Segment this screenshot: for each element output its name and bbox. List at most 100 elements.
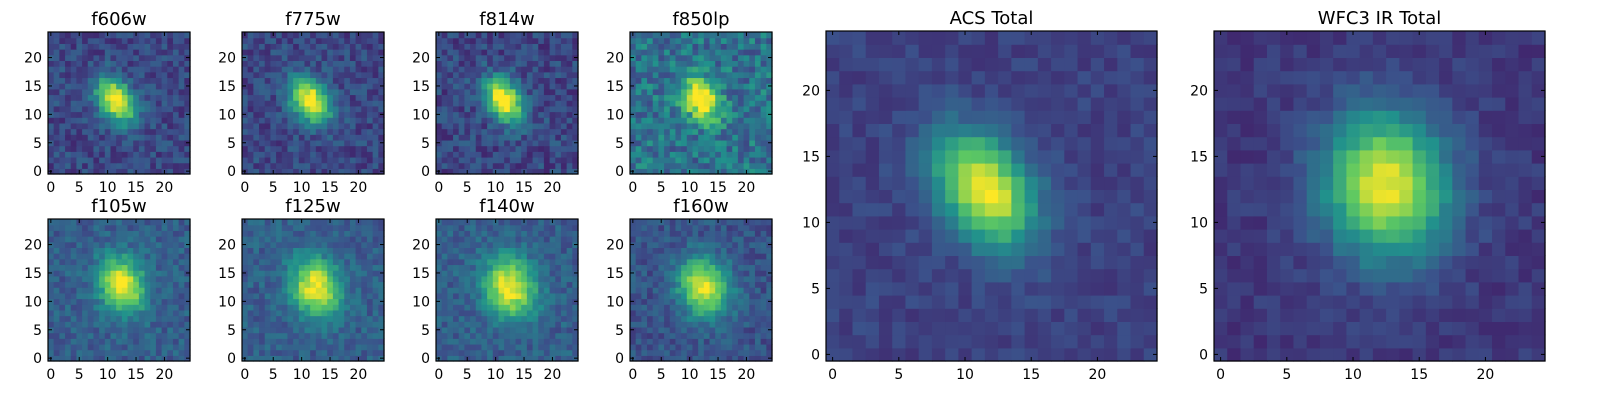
heatmap-cell [549, 349, 556, 356]
heatmap-cell [378, 71, 385, 79]
heatmap-cell [155, 37, 163, 44]
heatmap-cell [715, 134, 722, 141]
heatmap-cell [378, 49, 385, 56]
heatmap-cell [93, 168, 100, 175]
heatmap-cell [338, 145, 345, 152]
heatmap-cell [498, 77, 505, 84]
heatmap-cell [447, 332, 454, 339]
heatmap-cell [87, 117, 95, 124]
heatmap-cell [82, 298, 89, 305]
heatmap-cell [349, 162, 357, 169]
heatmap-cell [749, 134, 756, 141]
heatmap-cell [754, 343, 762, 351]
heatmap-cell [144, 253, 151, 260]
heatmap-cell [378, 309, 385, 317]
heatmap-cell [675, 94, 682, 101]
heatmap-cell [293, 343, 300, 351]
heatmap-cell [464, 315, 471, 322]
heatmap-cell [253, 219, 260, 226]
heatmap-cell [344, 230, 351, 237]
heatmap-cell [515, 105, 522, 113]
heatmap-cell [549, 105, 556, 113]
heatmap-cell [332, 162, 340, 169]
axes-frame [241, 218, 385, 362]
heatmap-cell [441, 77, 448, 84]
heatmap-cell [647, 77, 654, 84]
heatmap-cell [498, 292, 505, 300]
heatmap-cell [754, 151, 762, 158]
heatmap-cell [630, 349, 637, 356]
heatmap-cell [82, 156, 89, 164]
heatmap-cell [172, 326, 180, 334]
heatmap-cell [515, 151, 522, 158]
heatmap-cell [116, 77, 123, 84]
heatmap-cell [372, 298, 379, 305]
heatmap-cell [184, 349, 191, 356]
heatmap-cell [566, 219, 573, 226]
heatmap-cell [498, 94, 505, 101]
heatmap-cell [681, 349, 688, 356]
heatmap-cell [509, 54, 517, 61]
heatmap-cell [99, 224, 106, 231]
heatmap-cell [366, 343, 374, 351]
heatmap-cell [53, 66, 60, 73]
heatmap-cell [270, 54, 277, 61]
heatmap-cell [515, 60, 522, 67]
heatmap-cell [127, 241, 134, 248]
heatmap-cell [732, 88, 739, 96]
heatmap-cell [464, 236, 471, 243]
heatmap-cell [515, 145, 522, 152]
heatmap-cell [549, 60, 556, 67]
heatmap-cell [652, 355, 659, 362]
heatmap-cell [310, 162, 317, 169]
heatmap-cell [48, 292, 55, 300]
heatmap-cell [332, 287, 340, 294]
heatmap-cell [59, 275, 66, 283]
heatmap-cell [76, 162, 83, 169]
heatmap-cell [150, 111, 157, 118]
heatmap-cell [178, 134, 185, 141]
heatmap-cell [664, 83, 671, 90]
heatmap-cell [436, 247, 443, 254]
heatmap-cell [521, 83, 528, 90]
heatmap-cell [652, 100, 659, 107]
heatmap-cell [658, 77, 665, 84]
heatmap-cell [720, 326, 728, 334]
heatmap-cell [372, 122, 379, 130]
heatmap-cell [498, 355, 505, 362]
heatmap-cell [487, 105, 494, 113]
heatmap-cell [641, 151, 648, 158]
heatmap-cell [664, 275, 671, 283]
heatmap-cell [242, 315, 249, 322]
heatmap-cell [566, 122, 573, 130]
heatmap-cell [487, 332, 494, 339]
heatmap-cell [498, 343, 505, 351]
heatmap-cell [447, 43, 454, 50]
heatmap-cell [310, 88, 317, 96]
heatmap-cell [635, 77, 642, 84]
heatmap-cell [549, 49, 556, 56]
heatmap-cell [481, 105, 488, 113]
heatmap-cell [276, 94, 283, 101]
heatmap-cell [104, 281, 112, 288]
heatmap-cell [133, 309, 140, 317]
heatmap-cell [76, 88, 83, 96]
heatmap-cell [487, 32, 494, 39]
heatmap-cell [53, 298, 60, 305]
heatmap-cell [104, 230, 112, 237]
heatmap-cell [504, 94, 511, 101]
heatmap-cell [253, 321, 260, 328]
heatmap-cell [327, 122, 334, 130]
heatmap-cell [470, 343, 477, 351]
heatmap-cell [76, 224, 83, 231]
heatmap-cell [549, 326, 556, 334]
heatmap-cell [298, 270, 306, 277]
heatmap-cell [566, 66, 573, 73]
heatmap-cell [304, 94, 311, 101]
heatmap-cell [161, 315, 168, 322]
heatmap-cell [150, 66, 157, 73]
heatmap-cell [709, 43, 716, 50]
heatmap-cell [276, 230, 283, 237]
heatmap-cell [681, 298, 688, 305]
heatmap-cell [743, 37, 750, 44]
